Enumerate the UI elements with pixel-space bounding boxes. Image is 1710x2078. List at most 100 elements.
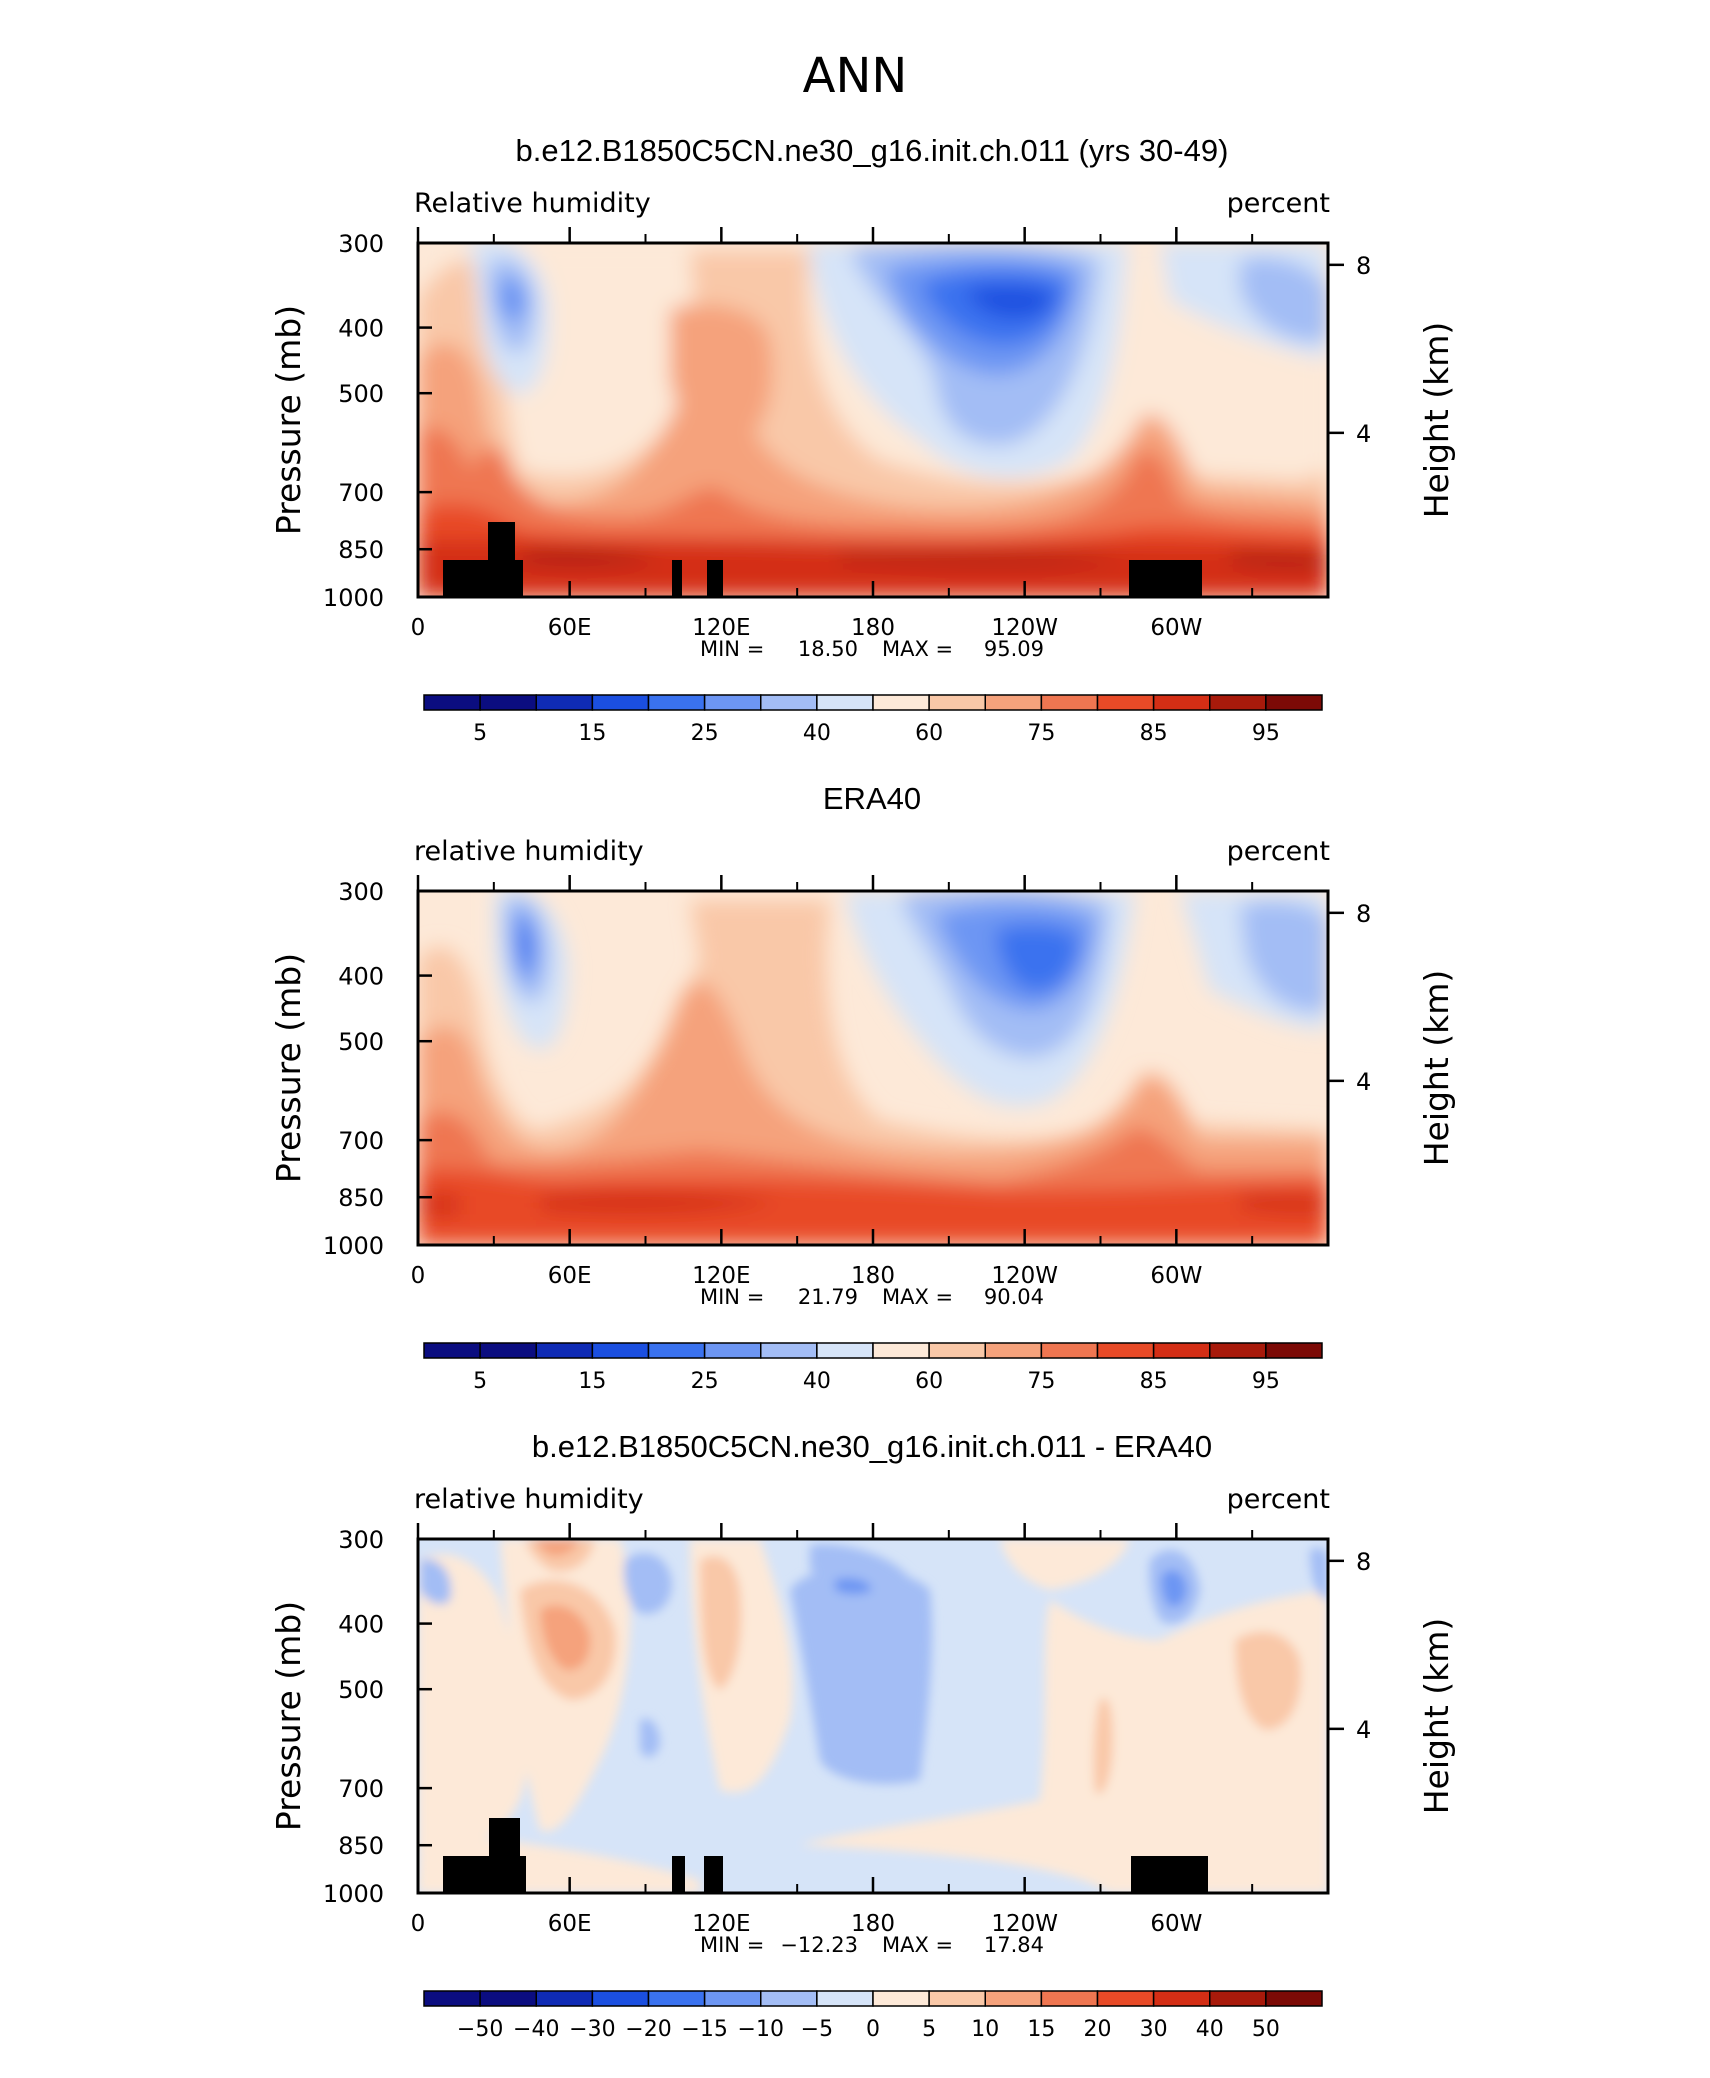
colorbar-label: 10: [971, 2017, 999, 2042]
topography: [1131, 1856, 1208, 1893]
x-tick-label: 0: [411, 1911, 426, 1937]
colorbar-label: −15: [681, 2017, 727, 2042]
colorbar-swatch: [760, 1342, 818, 1359]
colorbar-label: −50: [457, 2017, 503, 2042]
topography: [707, 560, 723, 597]
colorbar-label: 5: [473, 1369, 487, 1394]
colorbar-swatch: [760, 1990, 818, 2007]
min-value: 18.50: [798, 637, 858, 661]
x-tick-label: 180: [851, 1911, 895, 1937]
region-neg-10: [623, 1553, 672, 1614]
region-pos-10: [1093, 1698, 1113, 1794]
colorbar-swatch: [591, 1990, 650, 2007]
panel-title: b.e12.B1850C5CN.ne30_g16.init.ch.011 (yr…: [516, 133, 1229, 168]
colorbar-swatch: [760, 694, 818, 711]
y-tick-label: 400: [338, 1611, 384, 1639]
region-75-upper: [670, 304, 773, 450]
x-tick-label: 60E: [548, 1911, 592, 1937]
units-label: percent: [1227, 1484, 1330, 1515]
topography: [443, 560, 488, 597]
y-axis-title: Pressure (mb): [269, 305, 308, 535]
topography: [515, 560, 523, 597]
colorbar-label: −5: [801, 2017, 833, 2042]
region-25-west: [517, 925, 531, 969]
colorbar-label: 85: [1140, 721, 1168, 746]
height-tick-label: 8: [1356, 900, 1371, 928]
region-neg-10: [790, 1567, 932, 1784]
y-tick-label: 500: [338, 380, 384, 408]
colorbar-label: 85: [1140, 1369, 1168, 1394]
colorbar-swatch: [479, 694, 537, 711]
region-90: [418, 540, 1328, 597]
colorbar-swatch: [647, 694, 706, 711]
region-neg-10: [810, 1544, 910, 1586]
x-tick-label: 60E: [548, 1263, 592, 1289]
colorbar-swatch: [1152, 1990, 1211, 2007]
region-neg-10: [420, 1559, 451, 1605]
region-25: [995, 924, 1080, 992]
colorbar-swatch: [1265, 1342, 1323, 1359]
y-tick-label: 500: [338, 1676, 384, 1704]
colorbar-swatch: [423, 1342, 481, 1359]
colorbar-label: 50: [1252, 2017, 1280, 2042]
colorbar-swatch: [1096, 1342, 1155, 1359]
region-40-east: [1240, 900, 1328, 1012]
colorbar-label: 15: [578, 721, 606, 746]
x-tick-label: 60W: [1150, 1911, 1202, 1937]
colorbar-swatch: [1265, 1990, 1323, 2007]
colorbar-label: 15: [1027, 2017, 1055, 2042]
region-pos-15: [535, 1539, 580, 1556]
height-tick-label: 8: [1356, 1548, 1371, 1576]
x-tick-label: 60E: [548, 615, 592, 641]
panel-title: ERA40: [823, 781, 921, 816]
region-pos-5: [800, 1590, 1328, 1893]
panel-model: b.e12.B1850C5CN.ne30_g16.init.ch.011 (yr…: [414, 133, 1330, 599]
min-value: 21.79: [798, 1285, 858, 1309]
contour-field: [418, 1539, 1328, 1893]
colorbar-swatch: [816, 1990, 874, 2007]
colorbar-swatch: [703, 694, 762, 711]
colorbar-swatch: [928, 694, 986, 711]
colorbar-swatch: [535, 694, 594, 711]
y-tick-label: 300: [338, 878, 384, 906]
colorbar-swatch: [1152, 694, 1211, 711]
colorbar-swatch: [535, 1990, 594, 2007]
colorbar-swatch: [1040, 1342, 1099, 1359]
colorbar-swatch: [1096, 1990, 1155, 2007]
y-tick-label: 700: [338, 479, 384, 507]
colorbar-label: 75: [1027, 1369, 1055, 1394]
colorbar-swatch: [423, 694, 481, 711]
height-tick-label: 8: [1356, 252, 1371, 280]
y-tick-label: 1000: [323, 584, 384, 612]
x-tick-label: 120W: [991, 1911, 1058, 1937]
height-tick-label: 4: [1356, 420, 1371, 448]
max-value: 95.09: [984, 637, 1044, 661]
region-95: [520, 550, 1328, 567]
colorbar-swatch: [479, 1342, 537, 1359]
colorbar-swatch: [872, 1990, 930, 2007]
colorbar-label: −40: [513, 2017, 559, 2042]
contour-field: [418, 891, 1328, 1245]
region-85: [418, 1168, 1328, 1245]
colorbar-label: 40: [1196, 2017, 1224, 2042]
topography: [489, 1818, 520, 1893]
colorbar-swatch: [928, 1342, 986, 1359]
y-axis-title-right: Height (km): [1417, 1618, 1456, 1815]
colorbar-swatch: [647, 1990, 706, 2007]
colorbar-swatch: [423, 1990, 481, 2007]
y-tick-label: 850: [338, 1184, 384, 1212]
variable-label: relative humidity: [414, 836, 644, 867]
max-value: 90.04: [984, 1285, 1044, 1309]
colorbar-label: −30: [569, 2017, 615, 2042]
colorbar-swatch: [1096, 694, 1155, 711]
colorbar-swatch: [647, 1342, 706, 1359]
y-axis-title: Pressure (mb): [269, 1601, 308, 1831]
region-neg-10: [1310, 1548, 1328, 1600]
colorbar-label: 5: [922, 2017, 936, 2042]
x-tick-label: 180: [851, 1263, 895, 1289]
y-tick-label: 400: [338, 315, 384, 343]
colorbar-swatch: [1152, 1342, 1211, 1359]
region-pos-10: [700, 1556, 742, 1690]
x-tick-label: 120W: [991, 1263, 1058, 1289]
